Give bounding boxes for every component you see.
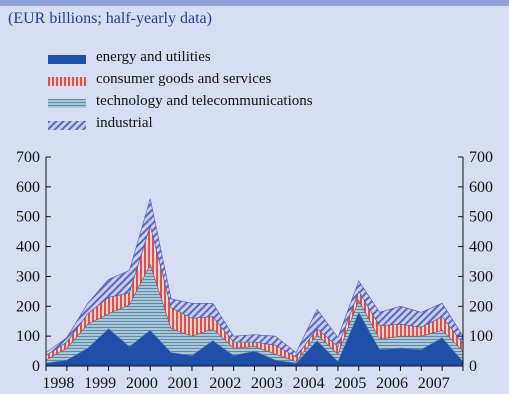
y-tick-label-left: 0: [32, 358, 40, 375]
y-tick-label-right: 100: [469, 328, 493, 345]
y-tick-label-left: 600: [16, 179, 40, 196]
x-tick-label: 1998: [42, 375, 74, 392]
x-tick-label: 2000: [126, 375, 158, 392]
chart-subtitle: (EUR billions; half-yearly data): [8, 10, 212, 27]
top-accent-bar: [0, 0, 509, 6]
y-tick-label-left: 500: [16, 209, 40, 226]
y-tick-label-right: 700: [469, 149, 493, 166]
y-tick-label-right: 200: [469, 298, 493, 315]
legend-swatch-technology: [48, 99, 86, 108]
y-tick-label-right: 0: [469, 358, 477, 375]
y-tick-label-left: 300: [16, 268, 40, 285]
legend-swatch-energy: [48, 55, 86, 64]
x-tick-label: 2007: [418, 375, 450, 392]
x-tick-label: 2001: [168, 375, 200, 392]
x-tick-label: 2002: [209, 375, 241, 392]
y-tick-label-left: 700: [16, 149, 40, 166]
y-tick-label-left: 200: [16, 298, 40, 315]
y-tick-label-right: 500: [469, 209, 493, 226]
legend-swatch-industrial: [48, 121, 86, 130]
legend-label-industrial: industrial: [96, 115, 153, 131]
x-tick-label: 2006: [376, 375, 408, 392]
x-tick-label: 2005: [334, 375, 366, 392]
y-tick-label-right: 300: [469, 268, 493, 285]
legend-label-technology: technology and telecommunications: [96, 93, 313, 109]
y-tick-label-right: 600: [469, 179, 493, 196]
x-tick-label: 1999: [84, 375, 116, 392]
y-tick-label-left: 100: [16, 328, 40, 345]
legend-label-consumer: consumer goods and services: [96, 71, 272, 87]
y-tick-label-left: 400: [16, 239, 40, 256]
y-tick-label-right: 400: [469, 239, 493, 256]
x-tick-label: 2003: [251, 375, 283, 392]
legend-label-energy: energy and utilities: [96, 49, 211, 65]
x-tick-label: 2004: [293, 375, 325, 392]
legend-swatch-consumer: [48, 77, 86, 86]
